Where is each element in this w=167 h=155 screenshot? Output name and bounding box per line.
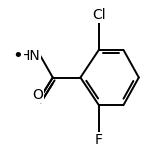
Text: O: O — [32, 88, 43, 102]
Text: Cl: Cl — [92, 8, 106, 22]
Text: •: • — [12, 47, 23, 65]
Text: F: F — [95, 133, 103, 147]
Text: HN: HN — [20, 49, 40, 63]
